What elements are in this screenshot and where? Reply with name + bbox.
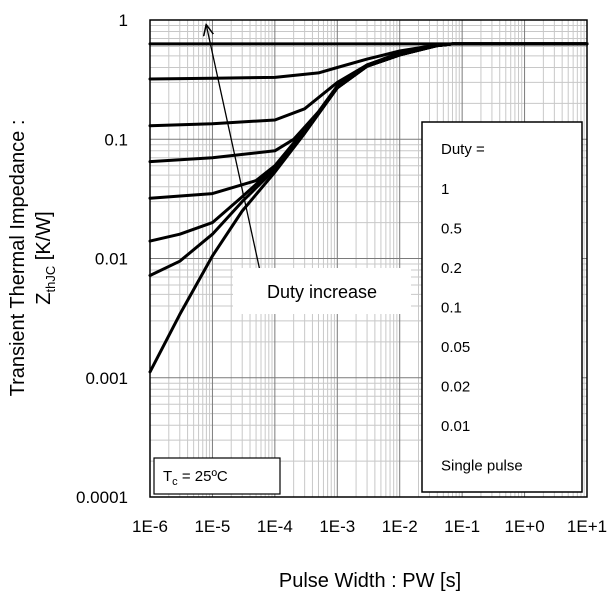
legend-entry: Single pulse bbox=[441, 458, 523, 475]
tc-label: Tc = 25ºC bbox=[163, 468, 228, 488]
x-tick-label: 1E-5 bbox=[194, 517, 230, 536]
tc-label-box bbox=[153, 457, 281, 495]
duty-increase-arrow bbox=[206, 25, 262, 276]
x-tick-label: 1E-3 bbox=[319, 517, 355, 536]
legend-entry: 0.2 bbox=[441, 260, 462, 277]
duty-arrow bbox=[206, 25, 262, 276]
duty-increase-label-box bbox=[233, 268, 411, 314]
legend-header: Duty = bbox=[441, 141, 485, 158]
x-tick-label: 1E+0 bbox=[504, 517, 544, 536]
legend-entry: 1 bbox=[441, 181, 449, 198]
legend-entry: 0.05 bbox=[441, 339, 470, 356]
y-tick-label: 0.001 bbox=[85, 369, 128, 388]
legend-entry: 0.02 bbox=[441, 379, 470, 396]
series-layer bbox=[148, 42, 589, 374]
legend-entry: 0.1 bbox=[441, 300, 462, 317]
x-tick-label: 1E+1 bbox=[567, 517, 607, 536]
y-axis-title-line2: ZthJC [K/W] bbox=[33, 211, 58, 304]
plot-frame bbox=[149, 19, 588, 498]
y-tick-label: 0.1 bbox=[104, 130, 128, 149]
legend: Duty = 1 0.5 0.2 0.1 0.05 0.02 0.01 Single pulse bbox=[421, 121, 583, 493]
x-tick-label: 1E-1 bbox=[444, 517, 480, 536]
y-tick-label: 0.01 bbox=[95, 250, 128, 269]
annotations: Duty increase Tc = 25ºC bbox=[153, 268, 411, 495]
legend-entry: 0.01 bbox=[441, 418, 470, 435]
axis-titles: Pulse Width : PW [s] Transient Thermal Im… bbox=[7, 120, 461, 592]
x-axis-title: Pulse Width : PW [s] bbox=[279, 570, 461, 592]
legend-box bbox=[421, 121, 583, 493]
x-tick-label: 1E-2 bbox=[382, 517, 418, 536]
x-tick-label: 1E-6 bbox=[132, 517, 168, 536]
y-tick-label: 0.0001 bbox=[76, 488, 128, 507]
y-tick-label: 1 bbox=[119, 11, 128, 30]
legend-entry: 0.5 bbox=[441, 221, 462, 238]
x-tick-label: 1E-4 bbox=[257, 517, 293, 536]
y-axis-title-line1: Transient Thermal Impedance : bbox=[7, 120, 29, 397]
x-tick-labels: 1E-6 1E-5 1E-4 1E-3 1E-2 1E-1 1E+0 1E+1 bbox=[132, 517, 607, 536]
y-tick-labels: 0.0001 0.001 0.01 0.1 1 bbox=[76, 11, 128, 507]
series-line-8 bbox=[148, 42, 589, 374]
duty-increase-label: Duty increase bbox=[267, 282, 377, 302]
